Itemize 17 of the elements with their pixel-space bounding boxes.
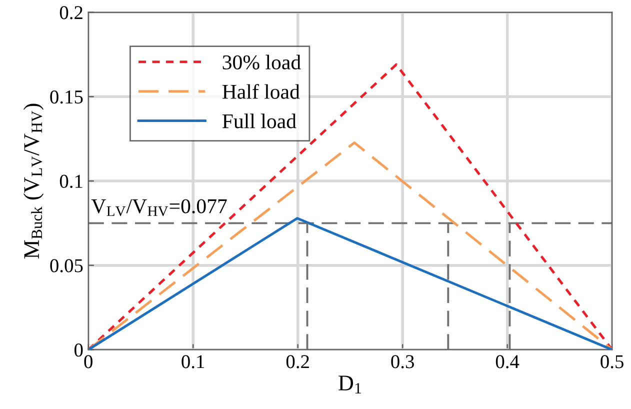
y-tick-label: 0.2 [60, 6, 82, 20]
x-tick-label: 0.1 [182, 355, 204, 368]
legend-label: 30% load [222, 54, 301, 70]
x-tick-label: 0.3 [391, 355, 414, 368]
y-tick-label: 0.1 [60, 174, 82, 188]
y-tick-label: 0 [74, 344, 83, 357]
x-tick-label: 0.2 [286, 355, 309, 368]
legend-label: Full load [222, 114, 296, 128]
x-tick-label: 0.5 [600, 355, 624, 368]
x-tick-label: 0.4 [496, 355, 520, 368]
y-axis-title: M$_{Buck}$ (V$_{LV}$/V$_{HV}$) [23, 104, 44, 259]
y-tick-label: 0.05 [50, 259, 83, 272]
x-tick-label: 0 [84, 355, 92, 368]
annotation: V$_{LV}$/V$_{HV}$=0.077 [91, 199, 227, 216]
x-axis-title: D$_{1}$ [338, 376, 361, 394]
legend-label: Half load [222, 84, 300, 99]
y-tick-label: 0.15 [50, 90, 83, 104]
